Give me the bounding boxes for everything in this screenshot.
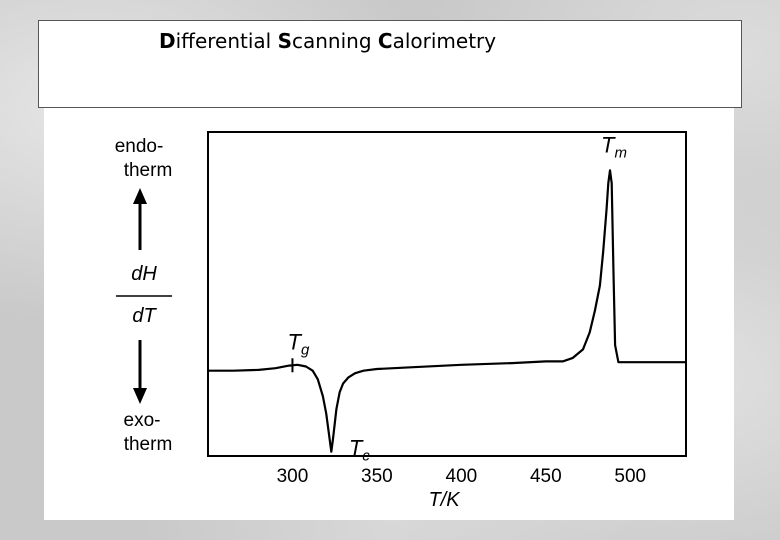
dsc-curve xyxy=(208,169,686,453)
x-tick-label: 300 xyxy=(277,466,309,487)
x-tick-label: 400 xyxy=(446,466,478,487)
title-initial-s: S xyxy=(277,29,292,53)
title-rest-s: canning xyxy=(292,29,378,53)
title-initial-d: D xyxy=(159,29,176,53)
x-axis-label: T/K xyxy=(428,489,461,511)
endo-label-line2: therm xyxy=(124,160,173,181)
exo-label-line1: exo- xyxy=(124,410,161,431)
exo-label-line2: therm xyxy=(124,434,173,455)
transition-annotations: Tg Tc Tm xyxy=(288,132,627,464)
slide-title-box: Differential Scanning Calorimetry xyxy=(38,20,742,108)
ylabel-numerator: dH xyxy=(131,263,157,285)
annotation-tc: Tc xyxy=(349,436,370,465)
dsc-figure: endo- therm dH dT exo- therm 300 350 400 45… xyxy=(44,108,734,520)
title-rest-c: alorimetry xyxy=(392,29,497,53)
title-initial-c: C xyxy=(377,29,393,53)
endo-label-line1: endo- xyxy=(115,136,164,157)
endo-arrowhead xyxy=(133,188,147,204)
annotation-tm: Tm xyxy=(601,132,627,161)
x-tick-label: 350 xyxy=(361,466,393,487)
annotation-tg: Tg xyxy=(288,329,310,358)
exo-arrowhead xyxy=(133,388,147,404)
x-tick-label: 450 xyxy=(530,466,562,487)
ylabel-denominator: dT xyxy=(132,305,157,327)
plot-frame xyxy=(207,131,687,457)
slide-title: Differential Scanning Calorimetry xyxy=(159,29,496,53)
x-tick-label: 500 xyxy=(614,466,646,487)
x-axis-ticks: 300 350 400 450 500 xyxy=(277,466,647,487)
dsc-chart: endo- therm dH dT exo- therm 300 350 400 45… xyxy=(115,131,687,511)
title-rest-d: ifferential xyxy=(175,29,278,53)
